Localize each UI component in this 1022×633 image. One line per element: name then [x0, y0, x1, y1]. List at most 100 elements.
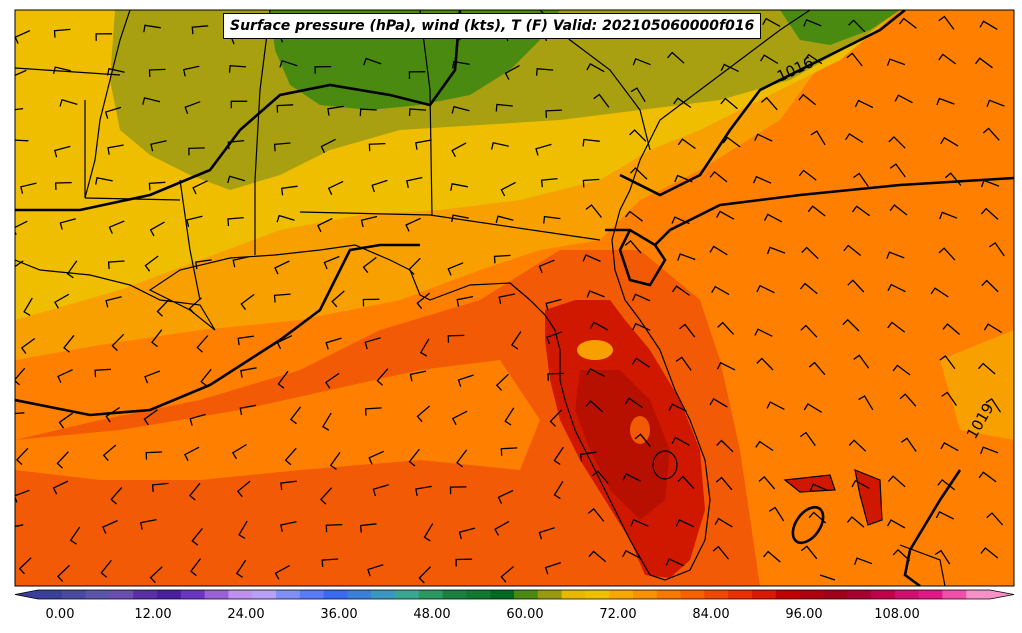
wind-barb — [102, 444, 117, 462]
wind-barb — [853, 172, 869, 187]
wind-barb — [673, 97, 692, 109]
wind-barb — [110, 486, 123, 505]
wind-barb — [53, 28, 71, 38]
wind-barb — [322, 412, 332, 431]
wind-barb — [715, 476, 733, 491]
wind-barb — [549, 409, 563, 427]
colorbar-extend-right — [990, 590, 1014, 599]
wind-barb — [889, 163, 906, 178]
wind-barb — [939, 355, 956, 370]
wind-barb — [451, 142, 467, 158]
wind-barb — [538, 259, 555, 273]
wind-barb — [677, 138, 696, 150]
wind-barb — [317, 217, 333, 233]
wind-barb — [188, 297, 202, 315]
colorbar-swatch — [466, 590, 491, 599]
wind-barb — [754, 133, 773, 142]
wind-barb — [228, 65, 247, 73]
wind-barb — [419, 338, 430, 357]
temp-band-green-ne — [780, 10, 900, 45]
wind-barb — [495, 373, 509, 391]
wind-barb — [58, 412, 73, 429]
colorbar-swatch — [680, 590, 705, 599]
wind-barb — [892, 548, 911, 562]
wind-barb — [230, 100, 248, 109]
wind-barb — [196, 335, 209, 353]
wind-barb — [592, 470, 609, 484]
wind-barb — [711, 285, 730, 296]
wind-barb — [800, 324, 818, 338]
wind-barb — [625, 210, 643, 222]
wind-barb — [978, 471, 997, 483]
wind-barb — [319, 487, 333, 505]
wind-barb — [630, 518, 649, 527]
wind-barb — [900, 437, 917, 452]
isobars — [15, 10, 1014, 586]
wind-barb — [763, 213, 783, 223]
wind-barb — [843, 244, 862, 257]
wind-barb — [327, 180, 344, 195]
wind-barb — [886, 519, 906, 529]
wind-barb — [722, 136, 741, 148]
wind-barb — [148, 181, 166, 191]
wind-barb — [15, 412, 25, 415]
wind-barb — [191, 25, 209, 35]
wind-barb — [940, 136, 959, 147]
wind-barb — [804, 53, 823, 65]
wind-barb — [104, 106, 122, 119]
wind-barb — [150, 140, 167, 152]
wind-barb — [631, 357, 650, 368]
wind-barb — [671, 285, 690, 296]
wind-barb — [887, 321, 906, 333]
wind-barb — [709, 245, 728, 256]
wind-barb — [227, 175, 246, 184]
wind-barb — [144, 370, 161, 384]
colorbar-swatch — [228, 590, 253, 599]
wind-barb — [23, 297, 33, 316]
wind-barb — [930, 287, 949, 298]
wind-barb — [273, 142, 291, 152]
wind-barb — [632, 322, 651, 331]
wind-barb — [986, 99, 1005, 108]
wind-barb — [188, 147, 205, 156]
wind-barb — [582, 138, 600, 147]
wind-barb — [406, 176, 423, 188]
wind-barb — [368, 450, 385, 465]
wind-barb — [280, 480, 297, 491]
wind-barb — [886, 251, 905, 259]
wind-barb — [325, 372, 340, 389]
colorbar-tick: 96.00 — [785, 607, 823, 622]
wind-barb — [423, 523, 434, 542]
wind-barb — [15, 260, 24, 268]
wind-barb — [106, 67, 125, 76]
wind-barb — [894, 94, 913, 104]
wind-barb — [191, 527, 203, 546]
wind-barb — [803, 403, 823, 413]
wind-barb — [545, 109, 563, 118]
wind-barb — [156, 299, 170, 317]
wind-barb — [585, 400, 604, 413]
wind-barb — [986, 512, 1004, 526]
wind-barb — [938, 53, 957, 65]
wind-barb — [887, 475, 906, 488]
colorbar-swatch — [204, 590, 229, 599]
wind-barb — [980, 446, 999, 455]
wind-barb — [325, 523, 343, 533]
wind-barb — [276, 104, 294, 113]
wind-barb — [978, 362, 996, 375]
wind-barb — [535, 67, 554, 76]
wind-barb — [20, 182, 37, 194]
wind-barb — [854, 99, 874, 109]
wind-barb — [418, 566, 432, 584]
isobar-1019 — [605, 176, 1014, 247]
wind-barb — [237, 335, 255, 346]
colorbar-swatch — [799, 590, 824, 599]
wind-barb — [408, 108, 427, 117]
wind-barb — [325, 337, 342, 350]
colorbar-swatch — [276, 590, 301, 599]
wind-barb — [582, 178, 600, 188]
wind-barb — [798, 169, 817, 181]
wind-barb — [186, 215, 203, 227]
colorbar-swatch — [395, 590, 420, 599]
wind-barb — [500, 566, 515, 583]
